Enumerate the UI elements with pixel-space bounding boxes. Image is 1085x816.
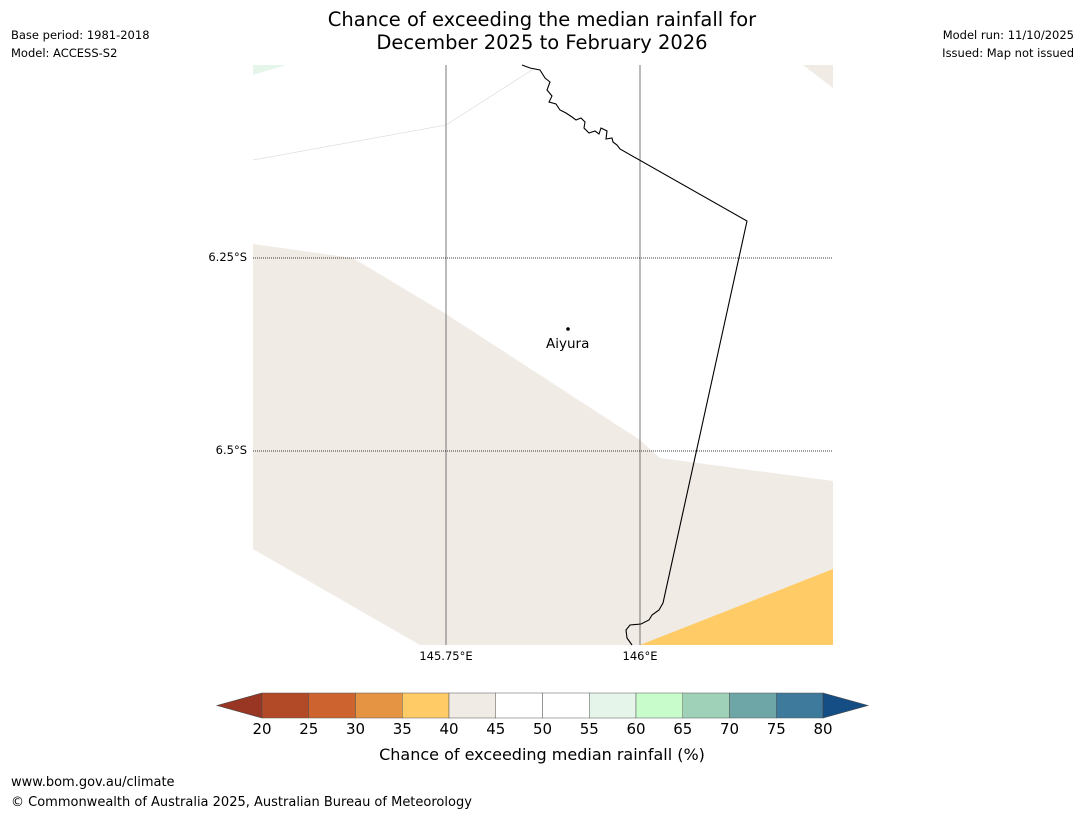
colorbar-tick-label: 70 — [719, 720, 740, 738]
meta-right: Model run: 11/10/2025 Issued: Map not is… — [942, 26, 1074, 62]
rainfall-band-60-65 — [253, 65, 286, 75]
colorbar — [215, 692, 870, 719]
rainfall-band-40-45-corner — [803, 65, 833, 88]
colorbar-tick-label: 80 — [813, 720, 833, 738]
map-area — [252, 64, 833, 646]
footer-copyright: © Commonwealth of Australia 2025, Austra… — [11, 795, 472, 810]
lon-label-146: 146°E — [622, 649, 658, 663]
map-title: Chance of exceeding the median rainfall … — [242, 8, 842, 54]
colorbar-tick-label: 35 — [392, 720, 412, 738]
title-line-2: December 2025 to February 2026 — [376, 31, 708, 54]
colorbar-tick-label: 65 — [673, 720, 693, 738]
colorbar-segment — [776, 692, 824, 719]
title-line-1: Chance of exceeding the median rainfall … — [327, 8, 757, 31]
lon-label-145-75: 145.75°E — [419, 649, 473, 663]
aiyura-marker — [566, 327, 570, 331]
colorbar-segment — [308, 692, 356, 719]
colorbar-segment — [729, 692, 777, 719]
colorbar-tick-label: 75 — [766, 720, 786, 738]
colorbar-segment — [635, 692, 683, 719]
lat-label-6-5: 6.5°S — [215, 443, 247, 457]
lat-label-6-25: 6.25°S — [208, 250, 247, 264]
colorbar-segment — [448, 692, 496, 719]
colorbar-extend-high — [822, 692, 870, 719]
model-run: Model run: 11/10/2025 — [942, 28, 1074, 42]
footer-url[interactable]: www.bom.gov.au/climate — [11, 775, 175, 790]
colorbar-segment — [542, 692, 590, 719]
colorbar-tick-label: 50 — [532, 720, 553, 738]
meta-left: Base period: 1981-2018 Model: ACCESS-S2 — [11, 26, 150, 62]
colorbar-tick-label: 25 — [299, 720, 319, 738]
place-label-aiyura: Aiyura — [546, 336, 590, 352]
colorbar-segment — [402, 692, 450, 719]
colorbar-segment — [589, 692, 637, 719]
model-name: Model: ACCESS-S2 — [11, 46, 118, 60]
colorbar-label: Chance of exceeding median rainfall (%) — [379, 745, 705, 764]
base-period: Base period: 1981-2018 — [11, 28, 150, 42]
colorbar-segment — [682, 692, 730, 719]
colorbar-tick-label: 60 — [626, 720, 646, 738]
colorbar-tick-label: 20 — [252, 720, 272, 738]
rainfall-band-35-40 — [640, 569, 833, 645]
colorbar-extend-low — [215, 692, 263, 719]
colorbar-tick-label: 55 — [579, 720, 599, 738]
colorbar-segment — [261, 692, 309, 719]
issued-status: Issued: Map not issued — [942, 46, 1074, 60]
colorbar-segment — [355, 692, 403, 719]
colorbar-tick-label: 30 — [345, 720, 366, 738]
colorbar-tick-label: 45 — [486, 720, 506, 738]
colorbar-segment — [495, 692, 543, 719]
colorbar-tick-label: 40 — [439, 720, 459, 738]
province-border — [521, 64, 748, 646]
rainfall-band-40-45 — [253, 244, 833, 645]
